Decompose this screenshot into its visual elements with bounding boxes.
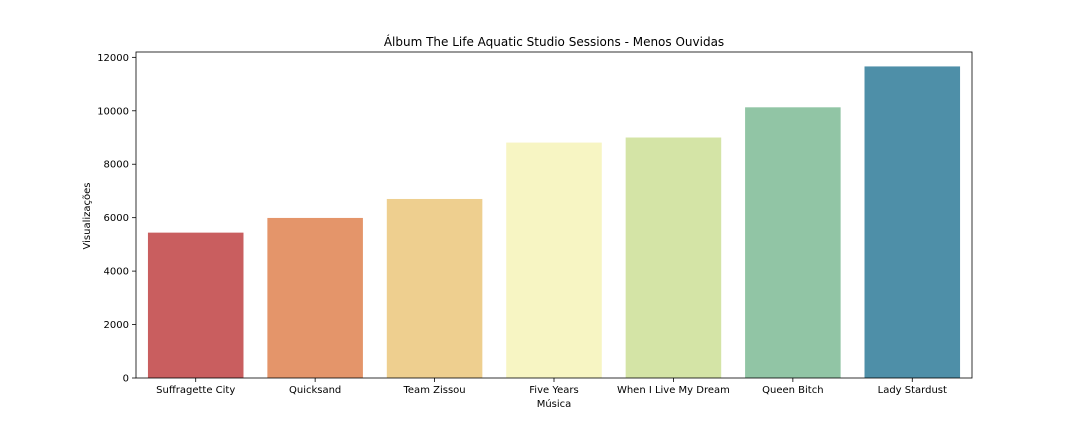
bar-2 [386, 198, 483, 378]
bar-4 [625, 137, 722, 378]
y-axis-label: Visualizações [82, 183, 93, 250]
x-tick-label-6: Lady Stardust [878, 385, 947, 396]
x-tick-label-3: Five Years [529, 385, 578, 396]
y-tick-label-3: 6000 [104, 213, 129, 224]
bar-1 [267, 217, 363, 378]
y-tick-label-2: 4000 [104, 267, 129, 278]
x-tick-label-5: Queen Bitch [762, 385, 823, 396]
bar-6 [864, 66, 961, 378]
y-tick-label-1: 2000 [104, 320, 129, 331]
x-tick-label-1: Quicksand [289, 385, 341, 396]
y-tick-label-4: 8000 [104, 160, 129, 171]
chart-title: Álbum The Life Aquatic Studio Sessions -… [384, 34, 724, 49]
x-tick-label-0: Suffragette City [156, 385, 235, 396]
plot-frame [135, 51, 973, 379]
x-tick-label-4: When I Live My Dream [617, 385, 730, 396]
bar-0 [147, 232, 244, 378]
y-tick-label-5: 10000 [97, 106, 129, 117]
bar-5 [745, 107, 841, 379]
bar-3 [506, 142, 602, 378]
x-tick-label-2: Team Zissou [403, 385, 466, 396]
bars-group [147, 66, 961, 379]
axes-group: Suffragette City Quicksand Team Zissou Five… [97, 51, 973, 396]
y-tick-label-6: 12000 [97, 53, 129, 64]
y-tick-label-0: 0 [123, 374, 129, 385]
x-axis-label: Música [537, 398, 572, 410]
